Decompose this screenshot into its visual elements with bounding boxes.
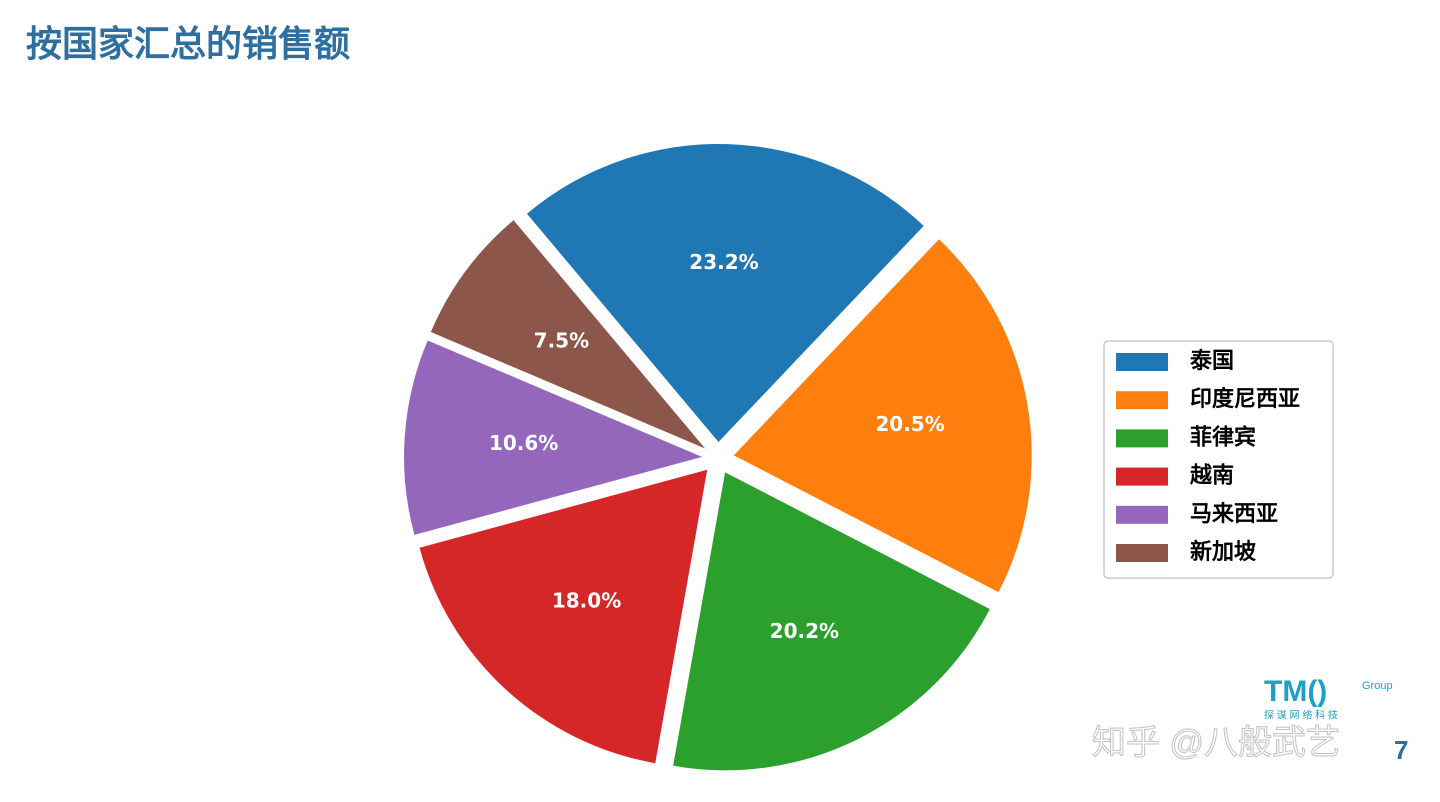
pie-slice bbox=[404, 340, 703, 535]
slice-label: 7.5% bbox=[534, 329, 589, 353]
pie-slice bbox=[430, 220, 706, 449]
slice-label: 10.6% bbox=[489, 431, 558, 455]
legend-label: 泰国 bbox=[1189, 348, 1234, 374]
slide-title: 按国家汇总的销售额 bbox=[26, 23, 350, 65]
legend-label: 印度尼西亚 bbox=[1190, 386, 1300, 412]
legend-label: 越南 bbox=[1189, 463, 1234, 489]
legend-swatch bbox=[1116, 353, 1168, 371]
logo-cn: 探 谋 网 络 科 技 bbox=[1264, 709, 1338, 722]
page-number: 7 bbox=[1394, 735, 1408, 765]
slice-label: 20.5% bbox=[875, 412, 944, 436]
legend-label: 菲律宾 bbox=[1190, 424, 1256, 450]
logo-sub: Group bbox=[1362, 680, 1393, 692]
legend-swatch bbox=[1116, 505, 1168, 524]
pie-slice bbox=[526, 144, 924, 443]
slice-label: 23.2% bbox=[689, 250, 758, 274]
legend-label: 新加坡 bbox=[1190, 539, 1256, 565]
watermark: 知乎 @八般武艺 bbox=[1092, 724, 1340, 762]
pie-slice bbox=[673, 472, 990, 771]
legend-label: 马来西亚 bbox=[1190, 501, 1278, 527]
slice-label: 18.0% bbox=[552, 588, 621, 612]
legend-swatch bbox=[1116, 467, 1168, 486]
legend-swatch bbox=[1116, 544, 1168, 562]
logo: TM() bbox=[1264, 675, 1327, 708]
slice-label: 20.2% bbox=[770, 619, 839, 643]
legend-swatch bbox=[1116, 391, 1168, 410]
legend-swatch bbox=[1116, 429, 1168, 448]
pie-slice bbox=[419, 469, 708, 764]
pie-slice bbox=[733, 239, 1032, 593]
pie: 23.2% 20.5% 20.2% 18.0% 10.6% 7.5% bbox=[404, 144, 1032, 771]
